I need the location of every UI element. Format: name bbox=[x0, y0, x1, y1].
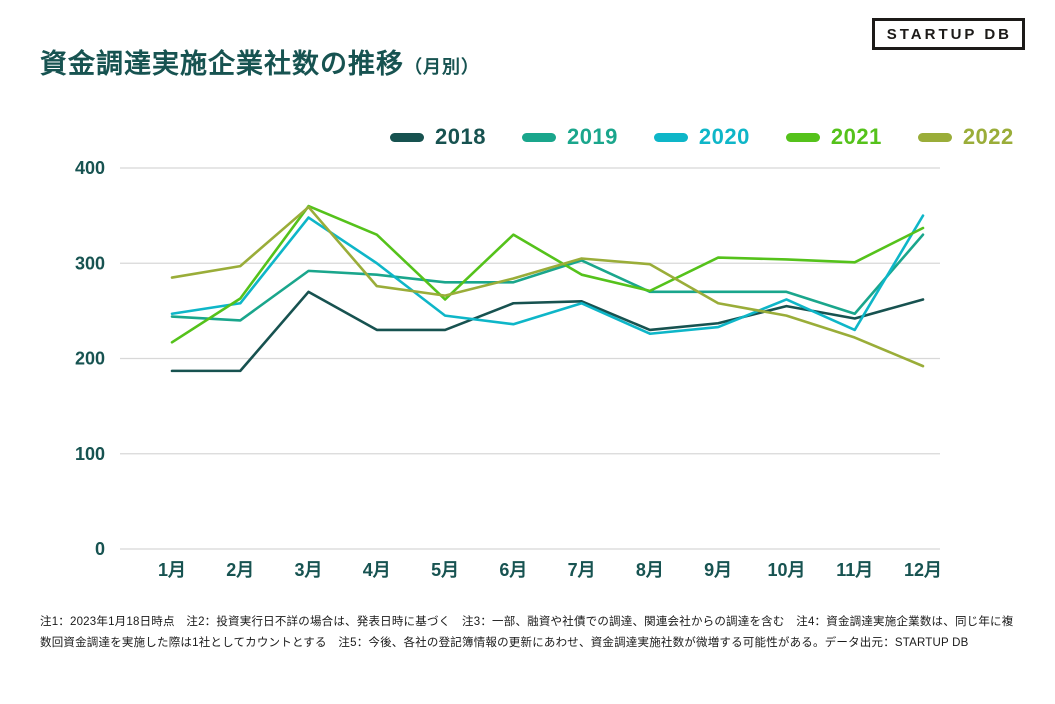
legend-swatch-2020 bbox=[653, 132, 688, 142]
footnote: 注1：2023年1月18日時点 注2：投資実行日不詳の場合は、発表日時に基づく … bbox=[40, 616, 1014, 649]
x-tick-8月: 8月 bbox=[636, 560, 664, 580]
legend-label-2022: 2022 bbox=[962, 124, 1014, 149]
legend-item-2020: 2020 bbox=[653, 124, 750, 150]
legend-swatch-2022 bbox=[917, 132, 952, 142]
legend-swatch-2018 bbox=[390, 132, 424, 142]
legend-label-2021: 2021 bbox=[830, 124, 882, 149]
series-line-2020 bbox=[170, 214, 925, 336]
legend-label-2019: 2019 bbox=[566, 124, 618, 149]
x-tick-1月: 1月 bbox=[158, 560, 186, 580]
y-tick-300: 300 bbox=[75, 253, 105, 273]
x-tick-12月: 12月 bbox=[904, 560, 942, 580]
x-tick-2月: 2月 bbox=[226, 560, 254, 580]
legend-item-2021: 2021 bbox=[785, 124, 882, 150]
x-tick-6月: 6月 bbox=[499, 560, 527, 580]
legend-swatch-2021 bbox=[785, 132, 820, 142]
legend-label-2018: 2018 bbox=[435, 124, 486, 149]
x-tick-7月: 7月 bbox=[568, 560, 596, 580]
legend-label-2020: 2020 bbox=[698, 124, 750, 149]
page-title: 資金調達実施企業社数の推移（月別） bbox=[40, 42, 480, 81]
legend-item-2019: 2019 bbox=[521, 124, 618, 150]
series-line-2018 bbox=[170, 290, 925, 373]
x-tick-5月: 5月 bbox=[431, 560, 459, 580]
legend-item-2018: 2018 bbox=[390, 124, 486, 150]
x-tick-10月: 10月 bbox=[767, 560, 805, 580]
page-title-main: 資金調達実施企業社数の推移 bbox=[40, 49, 404, 79]
series-line-2022 bbox=[170, 205, 925, 368]
x-tick-3月: 3月 bbox=[295, 560, 323, 580]
startup-db-logo-text: STARTUP DB bbox=[886, 26, 1012, 43]
chart-svg: 0 100 200 300 400 1月 2月 3月 4月 5月 6月 7月 8月 9月 10月 11月 12月 bbox=[75, 160, 942, 580]
legend-swatch-2019 bbox=[521, 132, 556, 142]
series-line-2019 bbox=[170, 233, 925, 322]
y-tick-400: 400 bbox=[75, 160, 105, 178]
page-title-suffix: （月別） bbox=[404, 57, 480, 77]
x-tick-9月: 9月 bbox=[704, 560, 732, 580]
legend-item-2022: 2022 bbox=[917, 124, 1014, 150]
startup-db-logo: STARTUP DB bbox=[871, 18, 1025, 50]
y-tick-200: 200 bbox=[75, 349, 105, 369]
chart-legend: 2018 2019 2020 2021 2022 bbox=[390, 124, 1014, 150]
x-tick-11月: 11月 bbox=[836, 560, 873, 580]
series-line-2021 bbox=[170, 204, 925, 344]
y-tick-0: 0 bbox=[95, 539, 105, 559]
x-tick-4月: 4月 bbox=[363, 560, 391, 580]
y-tick-100: 100 bbox=[75, 444, 105, 464]
